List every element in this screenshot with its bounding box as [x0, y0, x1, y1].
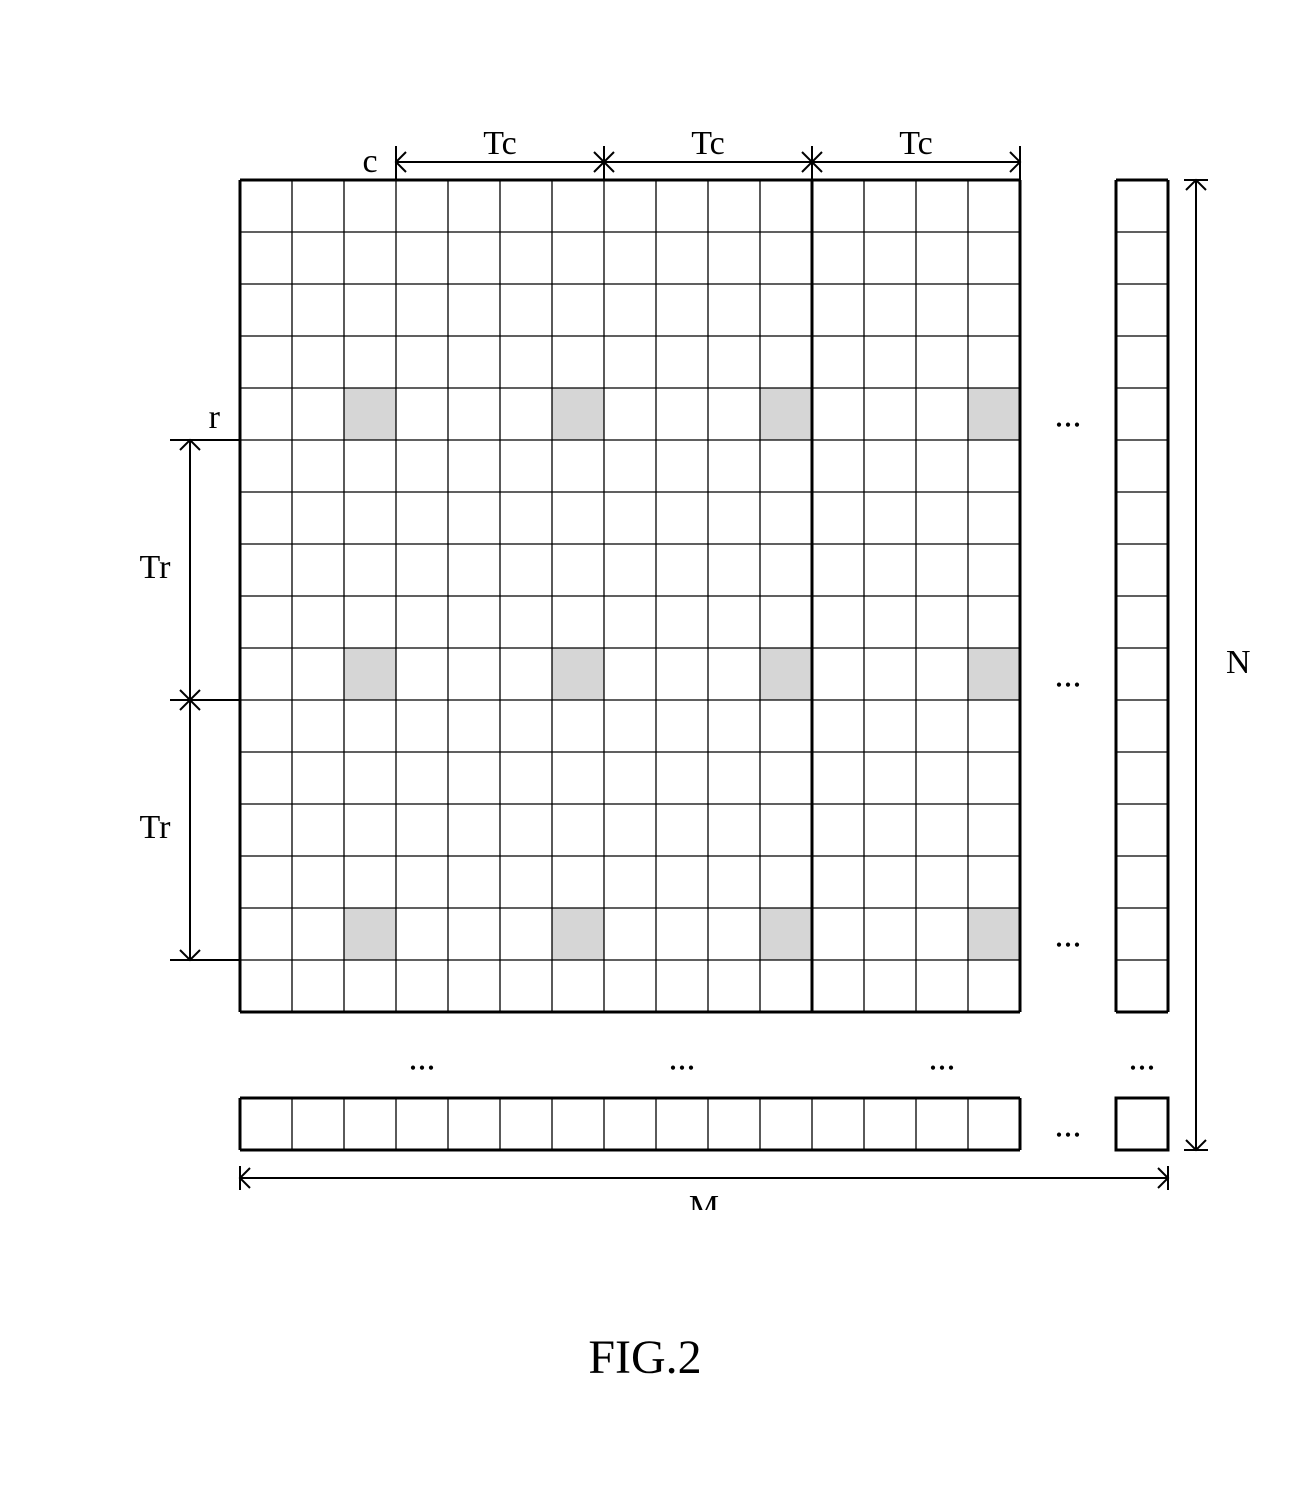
- svg-text:Tc: Tc: [899, 125, 933, 162]
- svg-text:Tr: Tr: [140, 809, 172, 846]
- figure-caption: FIG.2: [40, 1330, 1250, 1385]
- svg-text:...: ...: [1055, 654, 1082, 694]
- svg-text:...: ...: [1055, 914, 1082, 954]
- svg-text:...: ...: [1055, 1104, 1082, 1144]
- grid-diagram: Tc Tc Tc c r Tr Tr N M........................: [40, 40, 1250, 1210]
- svg-text:...: ...: [669, 1037, 696, 1077]
- svg-text:...: ...: [929, 1037, 956, 1077]
- figure-container: Tc Tc Tc c r Tr Tr N M........................ F…: [40, 40, 1250, 1471]
- svg-text:...: ...: [1055, 394, 1082, 434]
- svg-text:c: c: [362, 143, 377, 180]
- svg-text:Tc: Tc: [483, 125, 517, 162]
- svg-text:M: M: [689, 1189, 719, 1210]
- svg-text:...: ...: [1129, 1037, 1156, 1077]
- svg-text:Tc: Tc: [691, 125, 725, 162]
- svg-text:...: ...: [409, 1037, 436, 1077]
- svg-text:N: N: [1226, 644, 1250, 681]
- svg-text:Tr: Tr: [140, 549, 172, 586]
- svg-text:r: r: [209, 399, 221, 436]
